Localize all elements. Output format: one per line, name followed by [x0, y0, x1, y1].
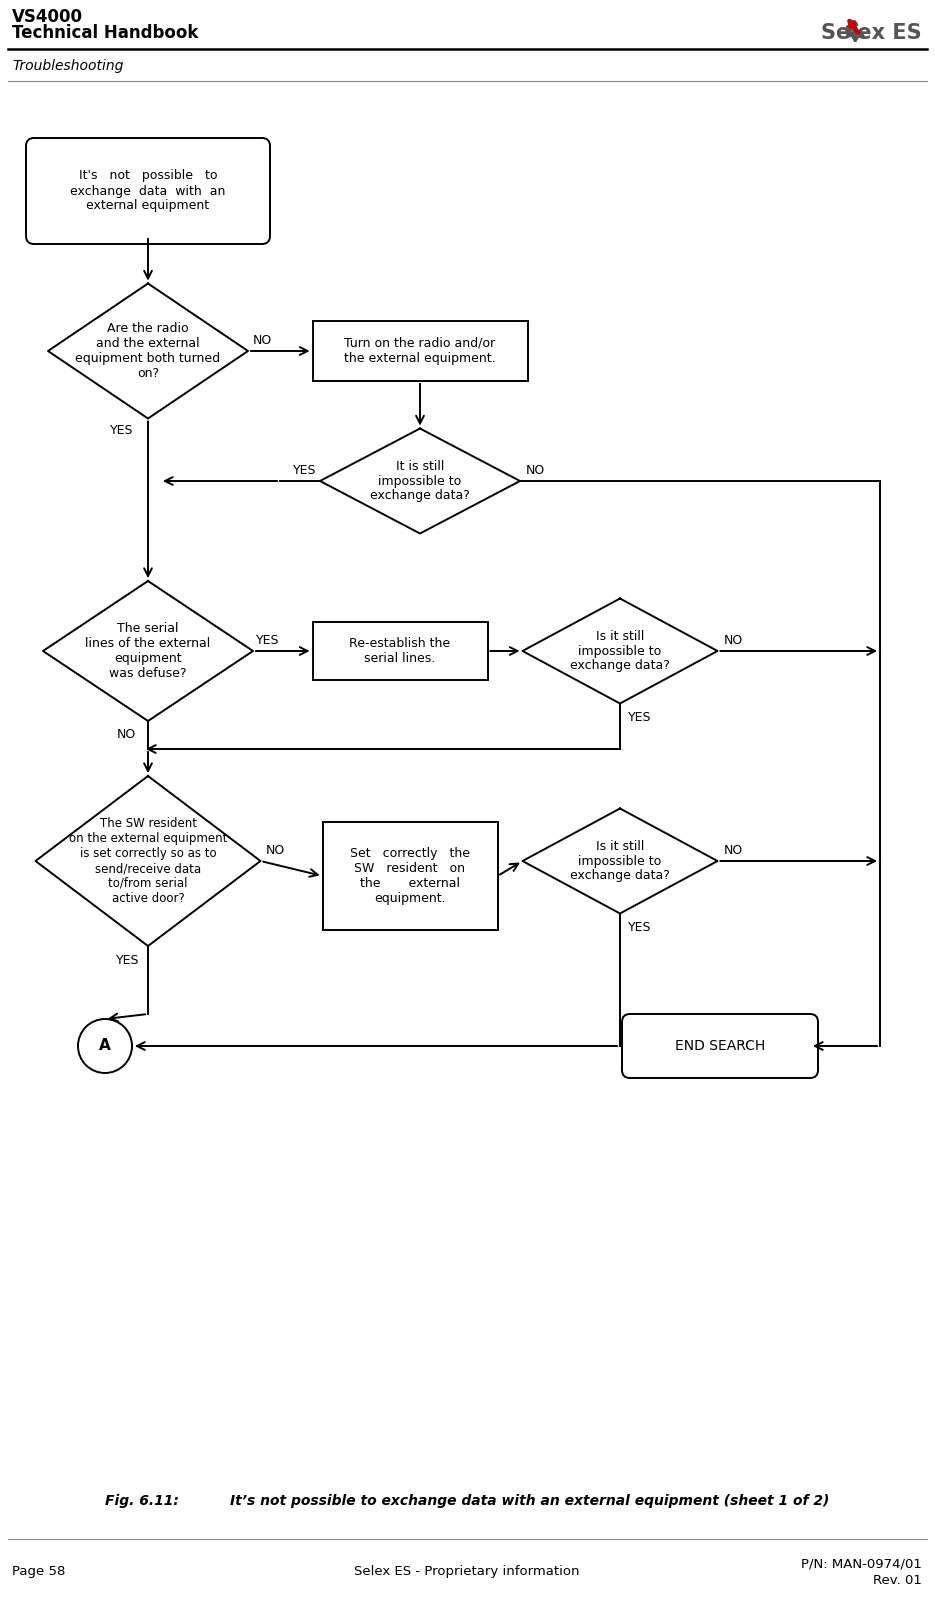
FancyBboxPatch shape	[323, 822, 497, 930]
Text: YES: YES	[116, 953, 139, 966]
Text: It's   not   possible   to
exchange  data  with  an
external equipment: It's not possible to exchange data with …	[70, 170, 225, 212]
Polygon shape	[320, 428, 520, 533]
Text: NO: NO	[253, 334, 272, 347]
Text: Re-establish the
serial lines.: Re-establish the serial lines.	[350, 637, 451, 665]
Polygon shape	[523, 809, 717, 914]
Text: Set   correctly   the
SW   resident   on
the       external
equipment.: Set correctly the SW resident on the ext…	[350, 848, 470, 905]
Text: NO: NO	[116, 728, 136, 741]
Text: NO: NO	[526, 465, 545, 478]
Text: VS4000: VS4000	[12, 8, 83, 26]
Text: P/N: MAN-0974/01: P/N: MAN-0974/01	[801, 1558, 922, 1571]
Text: YES: YES	[628, 712, 652, 725]
Text: YES: YES	[628, 921, 652, 934]
Text: Technical Handbook: Technical Handbook	[12, 24, 198, 42]
Text: A: A	[99, 1039, 111, 1054]
Text: NO: NO	[266, 845, 285, 858]
Text: YES: YES	[293, 465, 316, 478]
Text: Is it still
impossible to
exchange data?: Is it still impossible to exchange data?	[570, 629, 670, 673]
Text: Selex ES - Proprietary information: Selex ES - Proprietary information	[354, 1564, 580, 1577]
Text: YES: YES	[109, 425, 133, 438]
Text: END SEARCH: END SEARCH	[675, 1039, 765, 1054]
Text: It’s not possible to exchange data with an external equipment (sheet 1 of 2): It’s not possible to exchange data with …	[230, 1495, 829, 1508]
Text: Is it still
impossible to
exchange data?: Is it still impossible to exchange data?	[570, 840, 670, 882]
FancyBboxPatch shape	[26, 138, 270, 245]
FancyBboxPatch shape	[622, 1015, 818, 1078]
Text: Selex ES: Selex ES	[821, 23, 922, 44]
Polygon shape	[43, 580, 253, 721]
Text: NO: NO	[724, 845, 742, 858]
Text: Page 58: Page 58	[12, 1564, 65, 1577]
Polygon shape	[523, 598, 717, 704]
Text: Troubleshooting: Troubleshooting	[12, 58, 123, 73]
Text: NO: NO	[724, 634, 742, 647]
Text: Fig. 6.11:: Fig. 6.11:	[105, 1495, 179, 1508]
Text: Turn on the radio and/or
the external equipment.: Turn on the radio and/or the external eq…	[344, 337, 496, 365]
FancyBboxPatch shape	[312, 622, 487, 679]
Text: It is still
impossible to
exchange data?: It is still impossible to exchange data?	[370, 459, 470, 503]
Polygon shape	[36, 776, 261, 947]
Text: The serial
lines of the external
equipment
was defuse?: The serial lines of the external equipme…	[85, 622, 210, 679]
FancyBboxPatch shape	[312, 321, 527, 381]
Text: The SW resident
on the external equipment
is set correctly so as to
send/receive: The SW resident on the external equipmen…	[69, 817, 227, 905]
Polygon shape	[48, 284, 248, 418]
Text: YES: YES	[256, 634, 280, 647]
Text: Rev. 01: Rev. 01	[873, 1574, 922, 1587]
Text: Are the radio
and the external
equipment both turned
on?: Are the radio and the external equipment…	[76, 323, 221, 379]
